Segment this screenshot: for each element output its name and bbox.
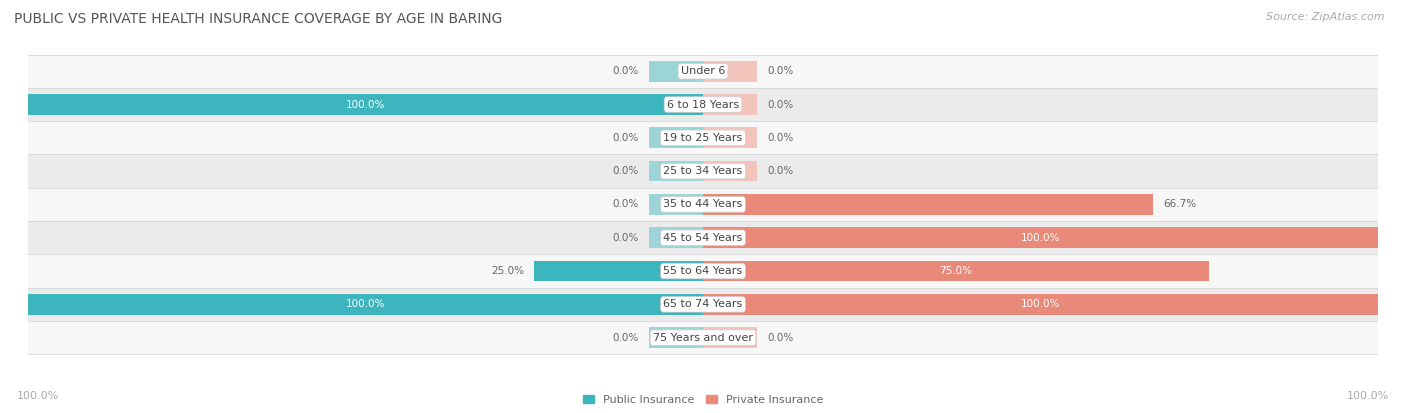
Text: PUBLIC VS PRIVATE HEALTH INSURANCE COVERAGE BY AGE IN BARING: PUBLIC VS PRIVATE HEALTH INSURANCE COVER… (14, 12, 502, 26)
Text: 45 to 54 Years: 45 to 54 Years (664, 233, 742, 243)
Bar (650, 128, 703, 148)
Text: 75.0%: 75.0% (939, 266, 973, 276)
Bar (703, 194, 1153, 215)
Bar (703, 161, 756, 181)
Text: 100.0%: 100.0% (346, 299, 385, 309)
Bar (703, 294, 1378, 315)
Text: 0.0%: 0.0% (613, 199, 638, 209)
Bar (703, 94, 756, 115)
Bar (703, 328, 756, 348)
Bar (703, 128, 756, 148)
Text: 100.0%: 100.0% (17, 391, 59, 401)
Bar (703, 261, 1209, 281)
Bar (28, 321, 1378, 354)
Text: 0.0%: 0.0% (768, 166, 793, 176)
Bar (28, 88, 1378, 121)
Text: 0.0%: 0.0% (768, 66, 793, 76)
Bar (28, 294, 703, 315)
Text: 0.0%: 0.0% (613, 66, 638, 76)
Text: 0.0%: 0.0% (613, 166, 638, 176)
Bar (650, 194, 703, 215)
Bar (28, 254, 1378, 288)
Bar (28, 121, 1378, 154)
Bar (28, 154, 1378, 188)
Text: 66.7%: 66.7% (1163, 199, 1197, 209)
Bar (650, 228, 703, 248)
Bar (28, 55, 1378, 88)
Bar (650, 61, 703, 81)
Text: 75 Years and over: 75 Years and over (652, 332, 754, 343)
Text: 100.0%: 100.0% (346, 100, 385, 109)
Bar (28, 288, 1378, 321)
Text: 0.0%: 0.0% (613, 332, 638, 343)
Text: 100.0%: 100.0% (1021, 299, 1060, 309)
Bar (703, 61, 756, 81)
Text: Under 6: Under 6 (681, 66, 725, 76)
Bar (28, 221, 1378, 254)
Bar (650, 161, 703, 181)
Text: 35 to 44 Years: 35 to 44 Years (664, 199, 742, 209)
Text: 25 to 34 Years: 25 to 34 Years (664, 166, 742, 176)
Text: 65 to 74 Years: 65 to 74 Years (664, 299, 742, 309)
Text: 0.0%: 0.0% (768, 332, 793, 343)
Bar (703, 228, 1378, 248)
Bar (534, 261, 703, 281)
Text: 0.0%: 0.0% (613, 233, 638, 243)
Text: 25.0%: 25.0% (491, 266, 524, 276)
Bar (28, 94, 703, 115)
Text: 100.0%: 100.0% (1347, 391, 1389, 401)
Text: 19 to 25 Years: 19 to 25 Years (664, 133, 742, 143)
Text: 0.0%: 0.0% (768, 100, 793, 109)
Text: 6 to 18 Years: 6 to 18 Years (666, 100, 740, 109)
Bar (28, 188, 1378, 221)
Legend: Public Insurance, Private Insurance: Public Insurance, Private Insurance (579, 391, 827, 410)
Text: Source: ZipAtlas.com: Source: ZipAtlas.com (1267, 12, 1385, 22)
Text: 0.0%: 0.0% (768, 133, 793, 143)
Text: 55 to 64 Years: 55 to 64 Years (664, 266, 742, 276)
Text: 100.0%: 100.0% (1021, 233, 1060, 243)
Bar (650, 328, 703, 348)
Text: 0.0%: 0.0% (613, 133, 638, 143)
